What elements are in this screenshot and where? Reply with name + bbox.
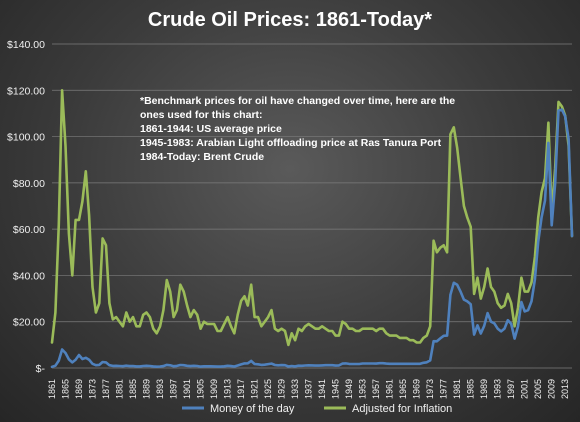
chart-title: Crude Oil Prices: 1861-Today* <box>148 9 432 31</box>
x-tick-label: 1929 <box>277 379 287 399</box>
x-tick-label: 1869 <box>74 379 84 399</box>
x-tick-label: 1901 <box>182 379 192 399</box>
x-axis: 1861 1865 1869 1873 1877 1881 1885 1889 1893 1897… <box>47 379 570 399</box>
x-tick-label: 1917 <box>236 379 246 399</box>
legend: Money of the day Adjusted for Inflation <box>182 403 452 415</box>
y-tick-label: $120.00 <box>7 85 45 97</box>
x-tick-label: 1909 <box>209 379 219 399</box>
y-tick-label: $- <box>36 363 46 375</box>
series-lines <box>50 89 574 369</box>
annotation-line-2: ones used for this chart: <box>140 109 263 121</box>
y-axis: $- $20.00 $40.00 $60.00 $80.00 $100.00 $120.00… <box>7 39 45 375</box>
x-tick-label: 1969 <box>412 379 422 399</box>
x-tick-label: 1937 <box>304 379 314 399</box>
x-tick-label: 1973 <box>425 379 435 399</box>
x-tick-label: 1921 <box>250 379 260 399</box>
annotation-line-1: *Benchmark prices for oil have changed o… <box>140 95 455 107</box>
x-tick-label: 1977 <box>439 379 449 399</box>
annotation-line-5: 1984-Today: Brent Crude <box>140 151 264 163</box>
x-tick-label: 1945 <box>331 379 341 399</box>
x-tick-label: 1961 <box>385 379 395 399</box>
x-tick-label: 1985 <box>466 379 476 399</box>
x-tick-label: 1861 <box>47 379 57 399</box>
x-tick-label: 1925 <box>263 379 273 399</box>
y-tick-label: $20.00 <box>13 317 45 329</box>
x-tick-label: 1941 <box>317 379 327 399</box>
x-tick-label: 1949 <box>344 379 354 399</box>
x-tick-label: 2005 <box>533 379 543 399</box>
x-tick-label: 1965 <box>398 379 408 399</box>
gridlines <box>52 43 572 369</box>
x-tick-label: 1989 <box>479 379 489 399</box>
x-tick-label: 2013 <box>560 379 570 399</box>
x-tick-label: 1905 <box>196 379 206 399</box>
x-tick-label: 1881 <box>115 379 125 399</box>
y-tick-label: $60.00 <box>13 224 45 236</box>
x-tick-label: 1997 <box>506 379 516 399</box>
x-tick-label: 1877 <box>101 379 111 399</box>
x-tick-label: 2009 <box>547 379 557 399</box>
annotation-note: *Benchmark prices for oil have changed o… <box>140 95 455 163</box>
x-tick-label: 1993 <box>493 379 503 399</box>
x-tick-label: 1897 <box>169 379 179 399</box>
y-tick-label: $100.00 <box>7 132 45 144</box>
x-tick-label: 1913 <box>223 379 233 399</box>
x-tick-label: 2001 <box>520 379 530 399</box>
x-tick-label: 1953 <box>358 379 368 399</box>
annotation-line-3: 1861-1944: US average price <box>140 123 282 135</box>
x-tick-label: 1889 <box>142 379 152 399</box>
x-tick-label: 1873 <box>88 379 98 399</box>
annotation-line-4: 1945-1983: Arabian Light offloading pric… <box>140 137 442 149</box>
x-tick-label: 1893 <box>155 379 165 399</box>
y-tick-label: $80.00 <box>13 178 45 190</box>
y-tick-label: $40.00 <box>13 270 45 282</box>
y-tick-label: $140.00 <box>7 39 45 51</box>
x-tick-label: 1865 <box>61 379 71 399</box>
legend-label-inflation: Adjusted for Inflation <box>352 403 452 415</box>
legend-label-money: Money of the day <box>210 403 295 415</box>
x-tick-label: 1981 <box>452 379 462 399</box>
series-line-money-of-the-day <box>50 108 574 369</box>
x-tick-label: 1957 <box>371 379 381 399</box>
x-tick-label: 1885 <box>128 379 138 399</box>
x-tick-label: 1933 <box>290 379 300 399</box>
series-line-adjusted-for-inflation <box>50 89 574 347</box>
